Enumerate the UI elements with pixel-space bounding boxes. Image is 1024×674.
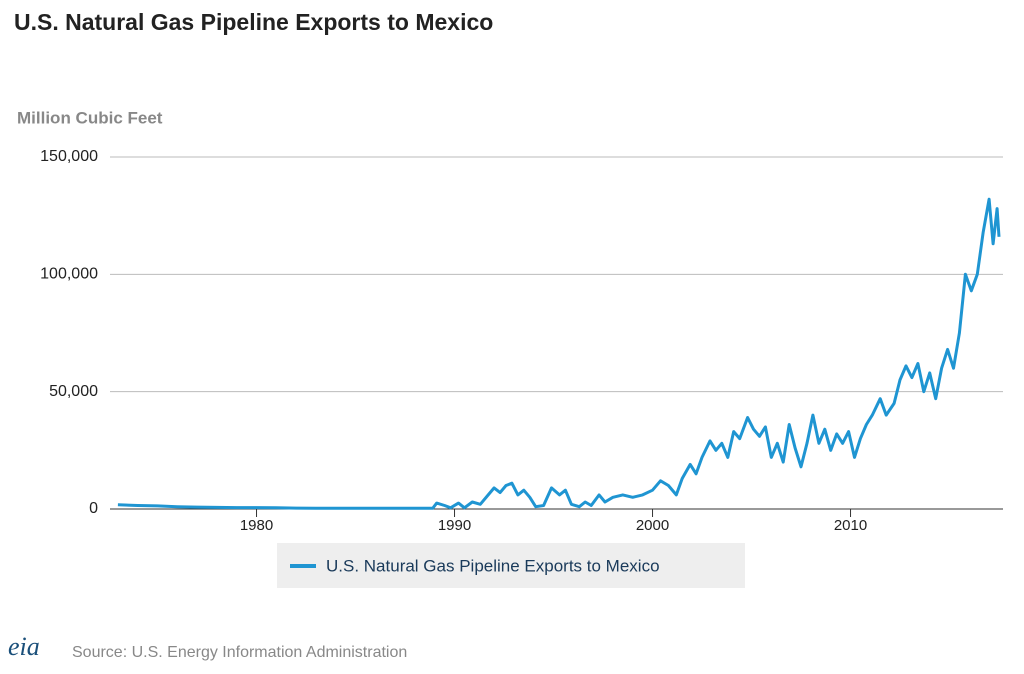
x-tick-label: 1990 bbox=[438, 517, 471, 534]
chart-title: U.S. Natural Gas Pipeline Exports to Mex… bbox=[14, 9, 493, 35]
y-tick-label: 50,000 bbox=[49, 383, 98, 400]
source: Source: U.S. Energy Information Administ… bbox=[72, 644, 407, 661]
legend-label: U.S. Natural Gas Pipeline Exports to Mex… bbox=[326, 556, 660, 575]
line bbox=[117, 197, 1001, 510]
y-axis-label: Million Cubic Feet bbox=[17, 108, 163, 127]
x-tick-label: 2010 bbox=[834, 517, 867, 534]
x-tick-label: 2000 bbox=[636, 517, 669, 534]
x-tick-label: 1980 bbox=[240, 517, 273, 534]
y-tick-label: 0 bbox=[89, 500, 98, 517]
legend bbox=[277, 543, 745, 588]
y-tick-label: 100,000 bbox=[40, 266, 98, 283]
logo: eia bbox=[8, 632, 40, 661]
y-tick-label: 150,000 bbox=[40, 148, 98, 165]
